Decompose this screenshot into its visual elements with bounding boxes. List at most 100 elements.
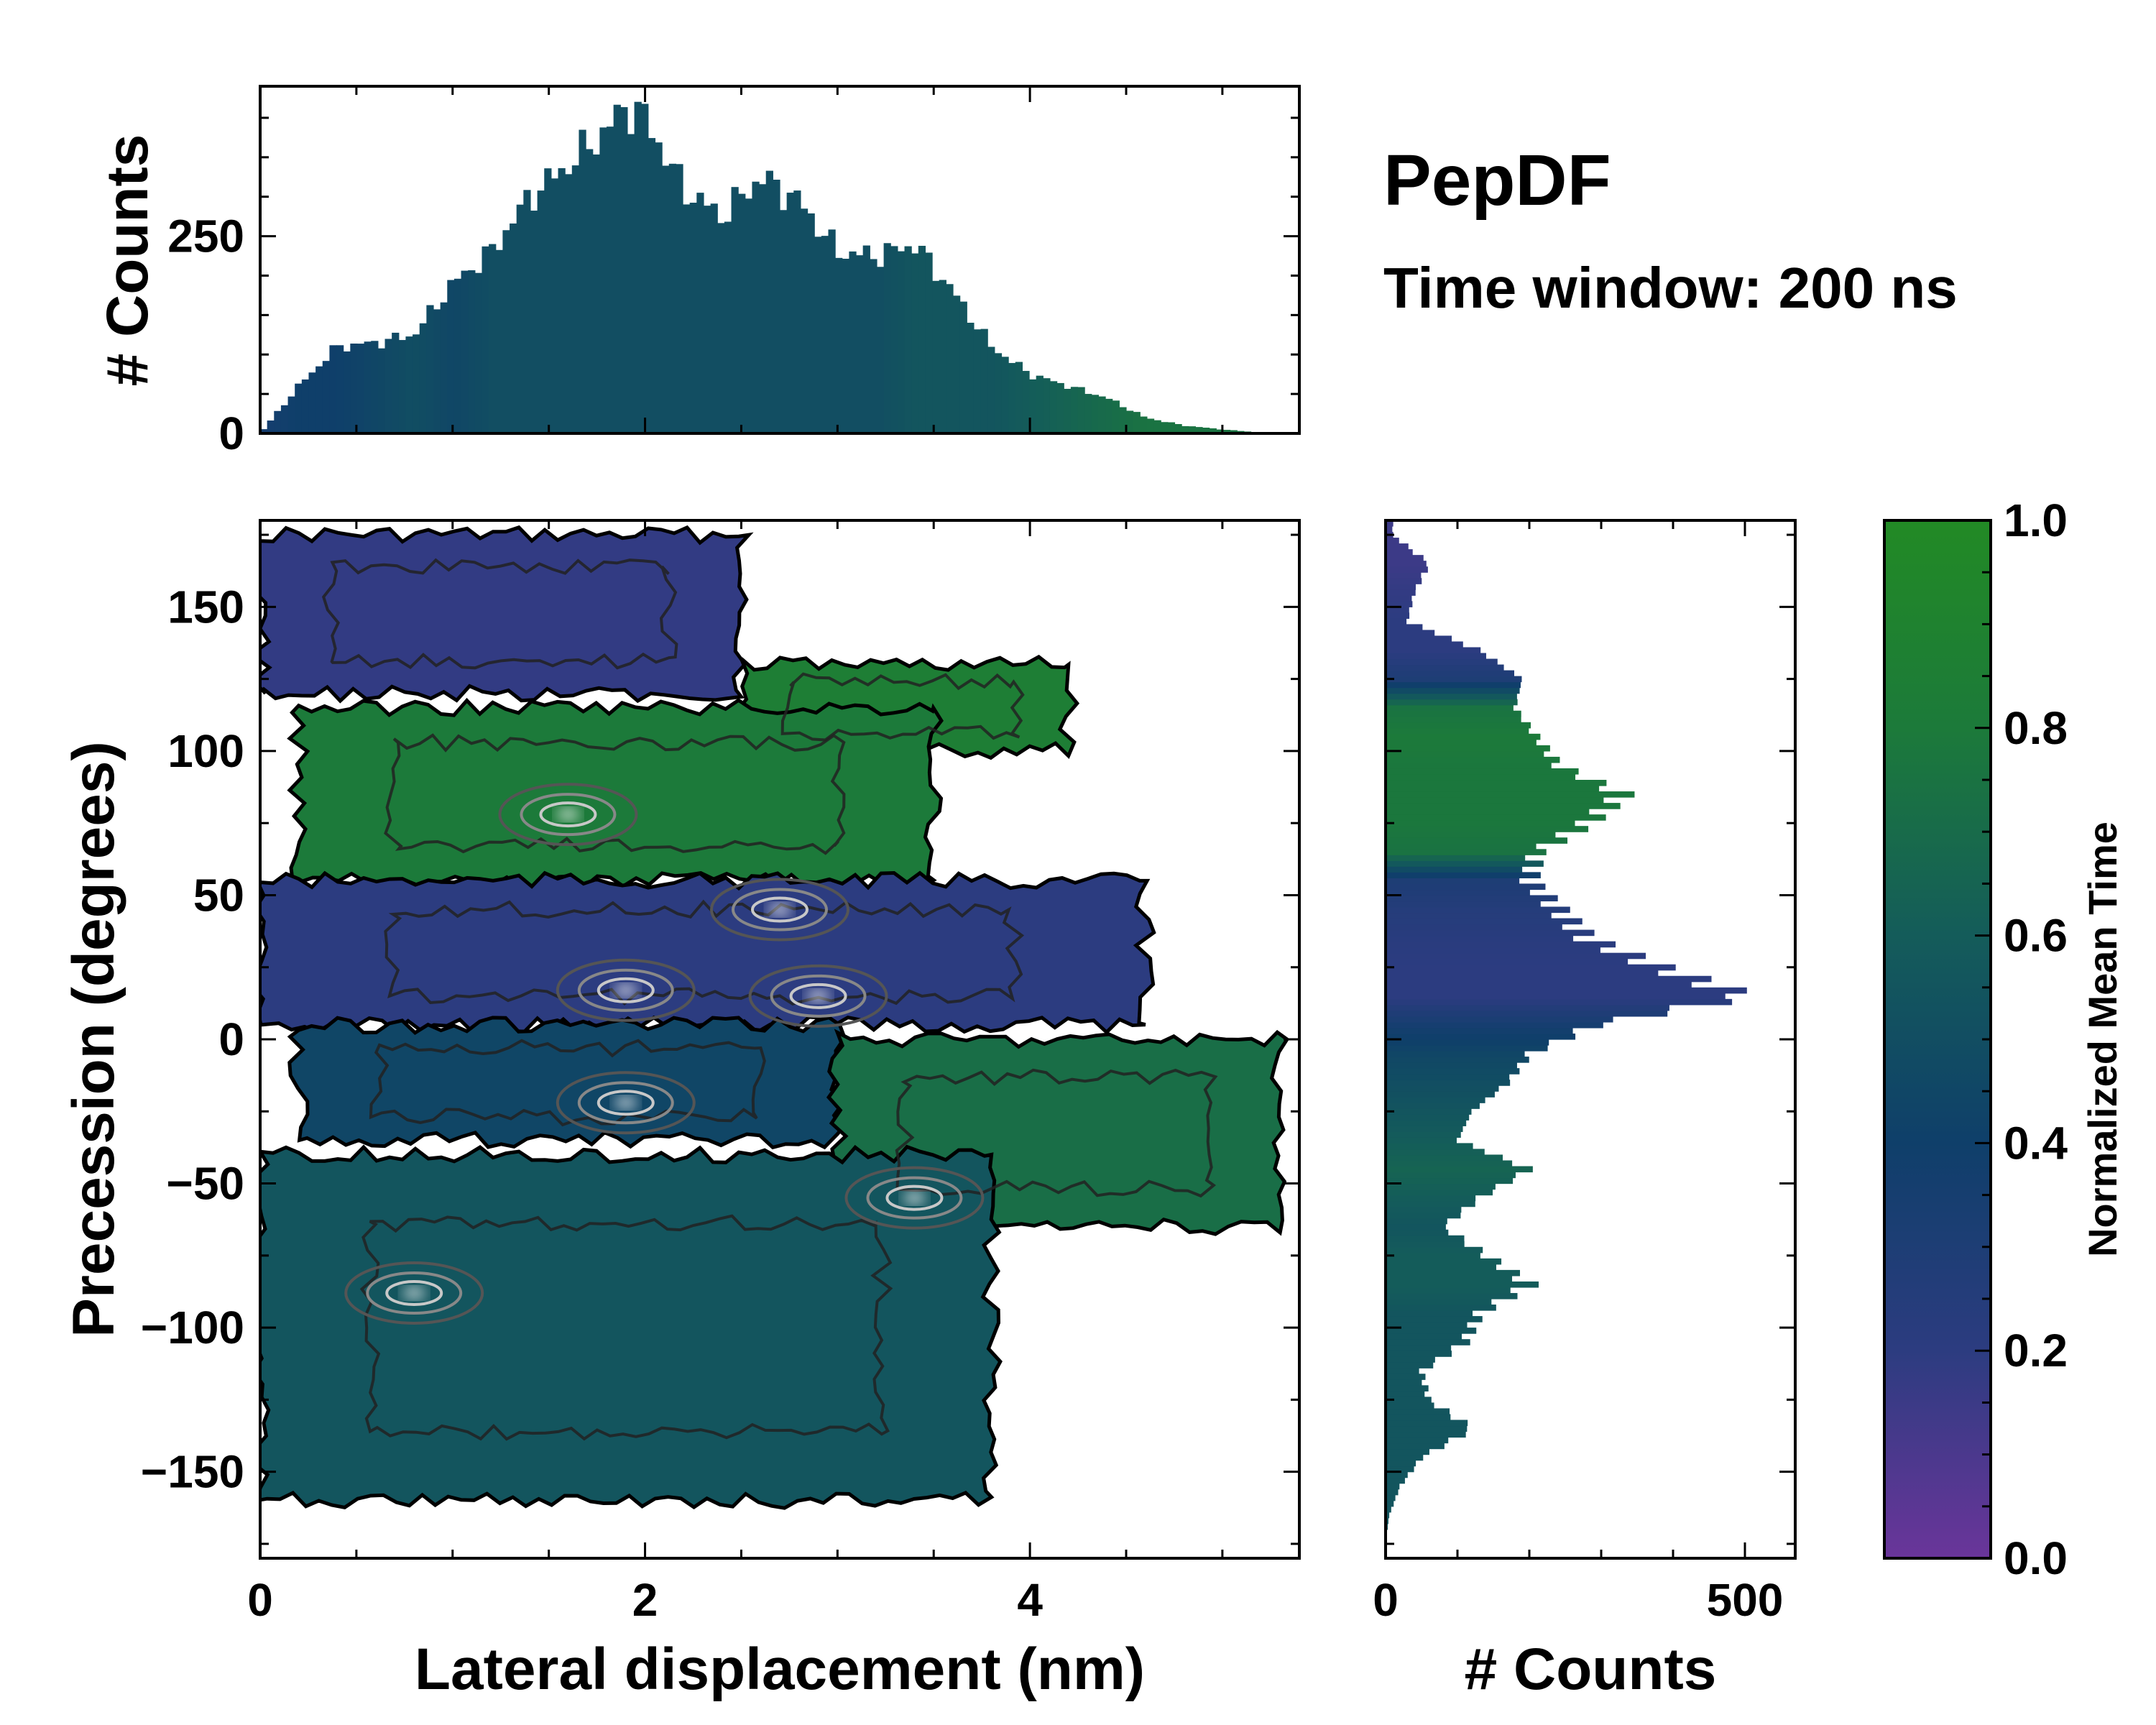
right-histogram-bar: [1386, 832, 1556, 838]
top-histogram-bar: [592, 154, 600, 433]
right-histogram-bar: [1386, 1414, 1451, 1421]
top-histogram-bar: [586, 149, 594, 433]
density-contour-mid: [577, 968, 674, 1012]
right-histogram-bar: [1386, 1143, 1473, 1150]
top-histogram-bar: [1056, 382, 1064, 433]
right-histogram-bar: [1386, 958, 1628, 965]
top-y-axis-title: # Counts: [95, 134, 160, 387]
right-histogram-bar: [1386, 1183, 1496, 1190]
top-histogram-bar: [897, 251, 906, 433]
main-heatmap-panel: 0 2 4 150 100 50 0 −50 −100 −150 Lateral displac…: [61, 519, 1301, 1702]
right-histogram-bar: [1386, 1004, 1669, 1011]
colorbar-gradient: [1884, 520, 1991, 1558]
top-y-axis: 0 250: [167, 116, 1299, 459]
right-histogram-bar: [1386, 1408, 1450, 1415]
top-histogram-bar: [1230, 430, 1238, 433]
right-histogram-bar: [1386, 1281, 1539, 1288]
right-histogram-bar: [1386, 866, 1523, 873]
right-histogram-bar: [1386, 1016, 1613, 1023]
right-histogram-bar: [1386, 924, 1562, 931]
right-histogram-bar: [1386, 699, 1518, 706]
top-histogram-bar: [1216, 429, 1224, 433]
right-histogram-bar: [1386, 664, 1504, 671]
density-peak: [806, 990, 830, 1002]
inner-contour: [384, 733, 846, 855]
right-histogram-bar: [1386, 1085, 1499, 1092]
right-histogram-bar: [1386, 889, 1530, 896]
right-histogram-bar: [1386, 595, 1412, 602]
top-histogram-bar: [1001, 356, 1009, 433]
right-histogram-bar: [1386, 601, 1413, 607]
right-histogram-bar: [1386, 750, 1544, 758]
right-histogram-bar: [1386, 1235, 1465, 1242]
right-histogram-bar: [1386, 727, 1529, 735]
top-histogram-bar: [676, 164, 683, 433]
top-histogram-bar: [731, 187, 739, 433]
main-x-axis: 0 2 4: [247, 520, 1224, 1626]
top-histogram-bar: [953, 295, 961, 433]
heatmap-region: [287, 1015, 847, 1150]
top-histogram-bar: [544, 168, 552, 433]
right-histogram-bar: [1386, 1027, 1573, 1034]
right-histogram-bar: [1386, 970, 1659, 977]
right-histogram-bar: [1386, 786, 1600, 792]
right-histogram-bar: [1386, 1057, 1529, 1063]
top-histogram-bar: [336, 345, 344, 433]
right-histogram-bar: [1386, 1328, 1477, 1334]
right-histogram-bar: [1386, 1292, 1518, 1300]
right-histogram-bar: [1386, 1021, 1603, 1029]
top-histogram-bar: [1077, 387, 1085, 433]
right-histogram-bar: [1386, 722, 1531, 729]
right-histogram-bar: [1386, 1494, 1396, 1501]
top-histogram-bar: [489, 244, 497, 433]
top-histogram-bar: [329, 345, 337, 433]
right-histogram-bar: [1386, 676, 1522, 683]
top-histogram-bar: [1015, 362, 1023, 433]
top-histogram-bars: [260, 101, 1299, 433]
y-tick-label: 50: [193, 869, 244, 921]
top-histogram-bar: [392, 332, 400, 433]
y-tick-label: −150: [141, 1446, 244, 1498]
right-histogram-bar: [1386, 1062, 1517, 1069]
right-histogram-bar: [1386, 993, 1726, 1000]
top-histogram-bar: [717, 223, 725, 433]
right-histogram-bar: [1386, 1391, 1425, 1397]
right-histogram-bar: [1386, 814, 1606, 821]
right-histogram-bar: [1386, 1322, 1468, 1328]
right-histogram-bar: [1386, 549, 1413, 556]
right-histogram-bar: [1386, 1397, 1432, 1403]
top-histogram-bar: [939, 280, 946, 433]
top-histogram-bar: [1008, 363, 1016, 433]
right-histogram-bar: [1386, 1218, 1447, 1225]
top-histogram-bar: [959, 301, 967, 433]
top-histogram-bar: [295, 383, 303, 433]
top-x-axis: [259, 86, 1224, 433]
density-contour-inner: [789, 983, 847, 1009]
right-histogram-bar: [1386, 1305, 1496, 1311]
top-histogram-bar: [890, 246, 898, 433]
top-histogram-bar: [780, 210, 788, 433]
main-y-axis-title: Precession (degrees): [61, 741, 126, 1338]
top-histogram-bar: [634, 101, 642, 433]
top-histogram-bar: [814, 236, 822, 433]
top-histogram-bar: [842, 259, 849, 433]
top-histogram-bar: [419, 323, 427, 433]
top-histogram-bar: [371, 341, 379, 433]
top-histogram-bar: [350, 344, 358, 433]
right-histogram-bar: [1386, 1316, 1483, 1322]
top-histogram-bar: [856, 255, 864, 433]
top-histogram-bar: [516, 204, 524, 433]
right-histogram-bar: [1386, 520, 1393, 527]
top-histogram-bar: [1209, 428, 1217, 433]
top-histogram-bar: [495, 249, 503, 433]
density-contour-mid: [366, 1271, 463, 1315]
top-histogram-bar: [1167, 422, 1176, 433]
right-histogram-bar: [1386, 658, 1498, 666]
right-histogram-bar: [1386, 635, 1452, 643]
right-histogram-bar: [1386, 1500, 1394, 1507]
top-histogram-bar: [1029, 379, 1037, 433]
right-x-tick-label: 500: [1707, 1574, 1784, 1626]
top-histogram-bar: [800, 208, 808, 433]
x-tick-label: 2: [632, 1574, 658, 1626]
top-histogram-bar: [502, 230, 510, 433]
